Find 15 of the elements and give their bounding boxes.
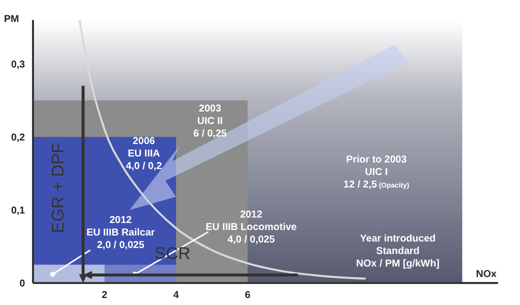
annotation: 2003 UIC II 6 / 0,25 xyxy=(193,103,228,140)
x-tick-label: 2 xyxy=(102,290,108,302)
annotation: 2012 EU IIIB Railcar 2,0 / 0,025 xyxy=(86,215,155,252)
annotation: Year introduced Standard NOx / PM [g/kWh] xyxy=(356,233,440,270)
x-tick-label: 4 xyxy=(173,290,180,302)
y-axis-title: PM xyxy=(4,14,19,25)
x-axis-title: NOx xyxy=(476,269,497,280)
y-tick-label: 0 xyxy=(19,278,26,290)
y-tick-label: 0,2 xyxy=(11,132,26,144)
annotation: 2012 EU IIIB Locomotive 4,0 / 0,025 xyxy=(206,209,298,246)
y-tick-label: 0,1 xyxy=(11,205,26,216)
annotation: EGR + DPF xyxy=(48,142,68,234)
annotation: 2006 EU IIIA 4,0 / 0,2 xyxy=(126,136,162,172)
y-tick-label: 0,3 xyxy=(11,59,26,70)
x-tick-label: 6 xyxy=(244,290,251,302)
